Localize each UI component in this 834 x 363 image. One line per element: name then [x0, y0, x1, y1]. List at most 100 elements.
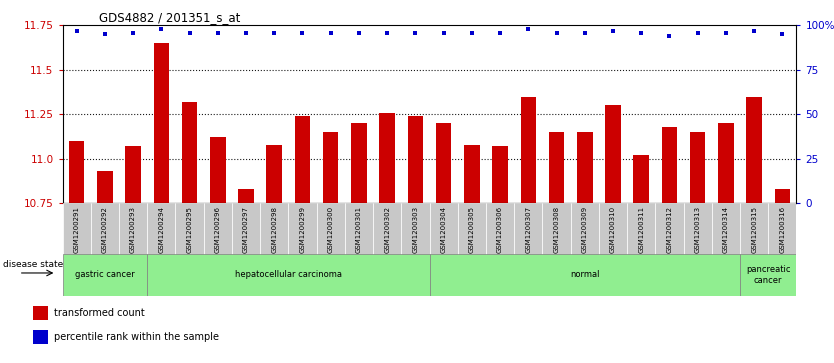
- Text: GSM1200296: GSM1200296: [215, 206, 221, 253]
- Text: GSM1200303: GSM1200303: [412, 206, 419, 253]
- Point: [494, 30, 507, 36]
- Bar: [119, 203, 148, 289]
- Text: transformed count: transformed count: [54, 308, 145, 318]
- Bar: [63, 254, 148, 296]
- Point: [606, 28, 620, 34]
- Text: GSM1200300: GSM1200300: [328, 206, 334, 253]
- Bar: [239, 189, 254, 203]
- Point: [268, 30, 281, 36]
- Bar: [289, 203, 317, 289]
- Bar: [634, 155, 649, 203]
- Point: [521, 26, 535, 32]
- Point: [239, 30, 253, 36]
- Text: GSM1200305: GSM1200305: [469, 206, 475, 253]
- Point: [635, 30, 648, 36]
- Bar: [33, 330, 48, 344]
- Bar: [260, 203, 289, 289]
- Text: GSM1200309: GSM1200309: [582, 206, 588, 253]
- Point: [352, 30, 365, 36]
- Bar: [656, 203, 684, 289]
- Point: [127, 30, 140, 36]
- Bar: [627, 203, 656, 289]
- Bar: [401, 203, 430, 289]
- Text: hepatocellular carcinoma: hepatocellular carcinoma: [235, 270, 342, 280]
- Text: GSM1200302: GSM1200302: [384, 206, 390, 253]
- Bar: [203, 203, 232, 289]
- Bar: [515, 203, 542, 289]
- Text: GSM1200312: GSM1200312: [666, 206, 672, 253]
- Point: [211, 30, 224, 36]
- Text: GSM1200307: GSM1200307: [525, 206, 531, 253]
- Point: [154, 26, 168, 32]
- Bar: [740, 203, 768, 289]
- Text: GSM1200299: GSM1200299: [299, 206, 305, 253]
- Text: GSM1200304: GSM1200304: [440, 206, 447, 253]
- Bar: [775, 189, 790, 203]
- Bar: [768, 203, 796, 289]
- Bar: [542, 203, 570, 289]
- Point: [550, 30, 563, 36]
- Bar: [486, 203, 515, 289]
- Bar: [373, 203, 401, 289]
- Bar: [175, 203, 203, 289]
- Point: [663, 33, 676, 39]
- Point: [324, 30, 338, 36]
- Bar: [408, 116, 423, 203]
- Bar: [549, 132, 565, 203]
- Bar: [746, 97, 762, 203]
- Point: [98, 31, 112, 37]
- Text: GSM1200308: GSM1200308: [554, 206, 560, 253]
- Point: [409, 30, 422, 36]
- Bar: [182, 102, 198, 203]
- Bar: [740, 254, 796, 296]
- Bar: [661, 127, 677, 203]
- Point: [578, 30, 591, 36]
- Text: GSM1200301: GSM1200301: [356, 206, 362, 253]
- Bar: [323, 132, 339, 203]
- Text: GSM1200314: GSM1200314: [723, 206, 729, 253]
- Point: [296, 30, 309, 36]
- Bar: [492, 146, 508, 203]
- Bar: [267, 144, 282, 203]
- Bar: [464, 144, 480, 203]
- Point: [776, 31, 789, 37]
- Bar: [294, 116, 310, 203]
- Bar: [436, 123, 451, 203]
- Bar: [520, 97, 536, 203]
- Point: [70, 28, 83, 34]
- Text: GSM1200298: GSM1200298: [271, 206, 277, 253]
- Bar: [69, 141, 84, 203]
- Bar: [33, 306, 48, 320]
- Point: [380, 30, 394, 36]
- Bar: [430, 254, 740, 296]
- Text: GSM1200297: GSM1200297: [243, 206, 249, 253]
- Text: GDS4882 / 201351_s_at: GDS4882 / 201351_s_at: [99, 11, 241, 24]
- Bar: [63, 203, 91, 289]
- Text: GSM1200292: GSM1200292: [102, 206, 108, 253]
- Bar: [344, 203, 373, 289]
- Text: GSM1200315: GSM1200315: [751, 206, 757, 253]
- Bar: [599, 203, 627, 289]
- Bar: [458, 203, 486, 289]
- Text: disease state: disease state: [3, 260, 63, 269]
- Bar: [718, 123, 734, 203]
- Bar: [317, 203, 344, 289]
- Bar: [97, 171, 113, 203]
- Bar: [605, 105, 620, 203]
- Text: GSM1200313: GSM1200313: [695, 206, 701, 253]
- Bar: [430, 203, 458, 289]
- Point: [691, 30, 705, 36]
- Point: [437, 30, 450, 36]
- Bar: [148, 254, 430, 296]
- Point: [183, 30, 196, 36]
- Bar: [210, 138, 225, 203]
- Text: GSM1200311: GSM1200311: [638, 206, 644, 253]
- Text: percentile rank within the sample: percentile rank within the sample: [54, 332, 219, 342]
- Bar: [684, 203, 711, 289]
- Text: GSM1200306: GSM1200306: [497, 206, 503, 253]
- Text: GSM1200310: GSM1200310: [610, 206, 616, 253]
- Bar: [153, 43, 169, 203]
- Text: GSM1200291: GSM1200291: [73, 206, 80, 253]
- Text: GSM1200295: GSM1200295: [187, 206, 193, 253]
- Bar: [577, 132, 592, 203]
